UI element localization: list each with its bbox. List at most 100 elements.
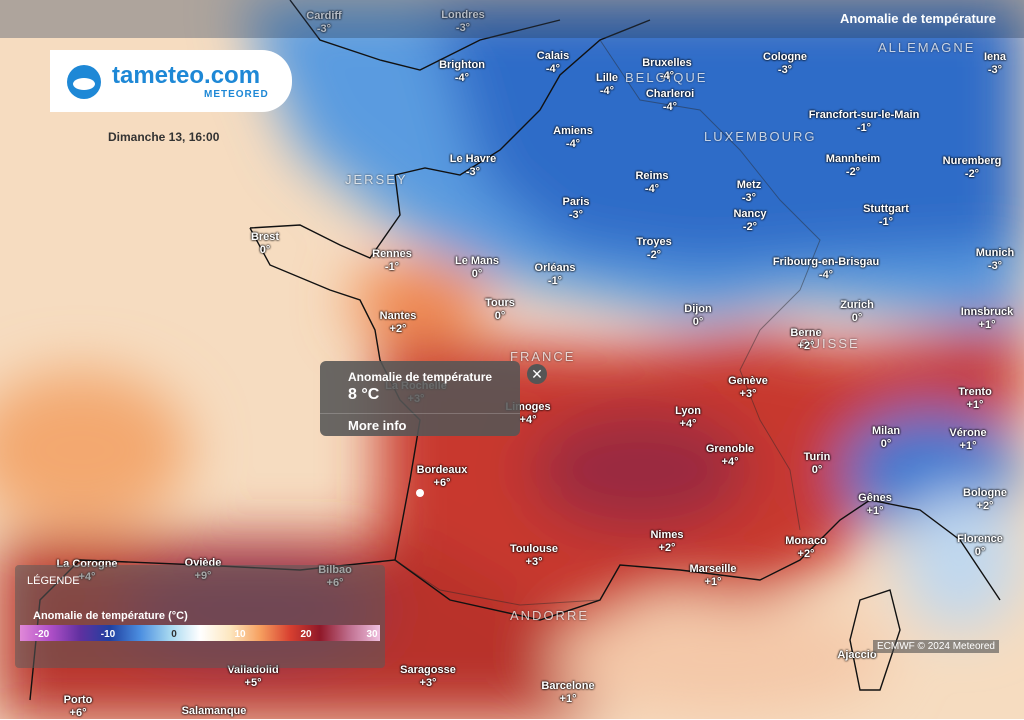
city: Salamanque: [182, 705, 247, 718]
popup: Anomalie de température 8 °C More info: [320, 361, 520, 436]
city-anomaly: +3°: [525, 556, 543, 568]
city-anomaly: 0°: [494, 310, 506, 322]
city-anomaly: +1°: [978, 319, 996, 331]
city-anomaly: +4°: [679, 418, 697, 430]
city: Saragosse +3°: [400, 664, 456, 690]
city: Milan 0°: [872, 425, 900, 451]
city: Munich -3°: [976, 247, 1015, 273]
city: Le Mans 0°: [455, 255, 499, 281]
city-anomaly: -1°: [856, 122, 872, 134]
city: Grenoble +4°: [706, 443, 754, 469]
city: Calais -4°: [537, 50, 569, 76]
city-name: Innsbruck: [960, 306, 1014, 318]
city-name: Nancy: [733, 208, 767, 220]
city-anomaly: 0°: [692, 316, 704, 328]
city: Bordeaux +6°: [417, 464, 468, 490]
city-anomaly: -2°: [845, 166, 861, 178]
city-name: Grenoble: [705, 443, 755, 455]
city: Tours 0°: [485, 297, 515, 323]
city-anomaly: -2°: [646, 249, 662, 261]
city-anomaly: +3°: [419, 677, 437, 689]
city-anomaly: 0°: [851, 312, 863, 324]
city-anomaly: +4°: [519, 414, 537, 426]
city-name: Rennes: [372, 248, 412, 260]
region-label: LUXEMBOURG: [704, 129, 817, 144]
city-anomaly: -4°: [565, 138, 581, 150]
city-name: Brest: [250, 231, 280, 243]
city-anomaly: -1°: [384, 261, 400, 273]
legend: LÉGENDE Anomalie de température (°C) -20…: [15, 565, 385, 668]
city: Nantes +2°: [380, 310, 417, 336]
city: Nuremberg -2°: [943, 155, 1002, 181]
city-name: Munich: [975, 247, 1015, 259]
city-anomaly: -3°: [568, 209, 584, 221]
city-name: Dijon: [684, 303, 712, 315]
city-anomaly: -3°: [455, 22, 471, 34]
city-anomaly: 0°: [471, 268, 483, 280]
credit: ECMWF © 2024 Meteored: [873, 640, 999, 653]
city: Charleroi -4°: [646, 88, 694, 114]
city-anomaly: +4°: [721, 456, 739, 468]
city-anomaly: -4°: [644, 183, 660, 195]
city-name: Porto: [63, 694, 93, 706]
logo-icon: [67, 65, 101, 99]
region-label: ALLEMAGNE: [878, 40, 976, 55]
more-info-text[interactable]: More info: [348, 418, 407, 433]
city-name: Le Mans: [454, 255, 500, 267]
city-name: Paris: [562, 196, 590, 208]
popup-title: Anomalie de température: [348, 370, 493, 384]
city: Orléans -1°: [535, 262, 576, 288]
city-name: Le Havre: [449, 153, 497, 165]
city: Lille -4°: [596, 72, 618, 98]
city: Barcelone +1°: [541, 680, 594, 706]
city-anomaly: +6°: [69, 707, 87, 719]
city: Berne +2°: [790, 327, 821, 353]
legend-title[interactable]: LÉGENDE: [27, 575, 80, 587]
city-anomaly: +1°: [704, 576, 722, 588]
city-anomaly: +2°: [976, 500, 994, 512]
top-bar: Anomalie de température: [0, 0, 1024, 38]
city-anomaly: -3°: [465, 166, 481, 178]
date[interactable]: Dimanche 13, 16:00: [108, 130, 220, 144]
city: Lyon +4°: [675, 405, 701, 431]
logo[interactable]: tameteo.com METEORED: [50, 50, 292, 112]
city-name: Mannheim: [825, 153, 881, 165]
city-anomaly: 0°: [259, 244, 271, 256]
city-name: Stuttgart: [863, 203, 909, 215]
city: Troyes -2°: [636, 236, 671, 262]
city: Florence 0°: [957, 533, 1003, 559]
city: Paris -3°: [563, 196, 590, 222]
city-name: Lille: [595, 72, 619, 84]
city-name: Francfort-sur-le-Main: [808, 109, 920, 121]
city: Metz -3°: [737, 179, 761, 205]
more-info[interactable]: More info: [320, 413, 520, 437]
city-anomaly: -4°: [662, 101, 678, 113]
region-label: JERSEY: [345, 172, 408, 187]
legend-tick: 10: [234, 629, 246, 640]
city: Dijon 0°: [684, 303, 712, 329]
city-name: Barcelone: [541, 680, 595, 692]
city-name: Genève: [728, 375, 768, 387]
city-name: Bordeaux: [416, 464, 468, 476]
city-name: Trento: [958, 386, 992, 398]
city-name: Orléans: [534, 262, 576, 274]
city: Londres -3°: [441, 9, 484, 35]
city: Rennes -1°: [372, 248, 412, 274]
layer-title[interactable]: Anomalie de température: [839, 11, 996, 26]
city: Vérone +1°: [949, 427, 986, 453]
city-anomaly: -3°: [987, 260, 1003, 272]
region-label: ANDORRE: [510, 608, 590, 623]
city: Iena -3°: [984, 51, 1006, 77]
city-name: Monaco: [785, 535, 827, 547]
close-button[interactable]: ✕: [527, 364, 547, 384]
city: Brighton -4°: [439, 59, 485, 85]
city-name: Bologne: [963, 487, 1007, 499]
city-anomaly: +2°: [658, 542, 676, 554]
city: Trento +1°: [958, 386, 992, 412]
city-name: Tours: [485, 297, 515, 309]
city-name: Iena: [983, 51, 1007, 63]
city-anomaly: +6°: [433, 477, 451, 489]
city: Genève +3°: [728, 375, 768, 401]
city-name: Zurich: [840, 299, 874, 311]
